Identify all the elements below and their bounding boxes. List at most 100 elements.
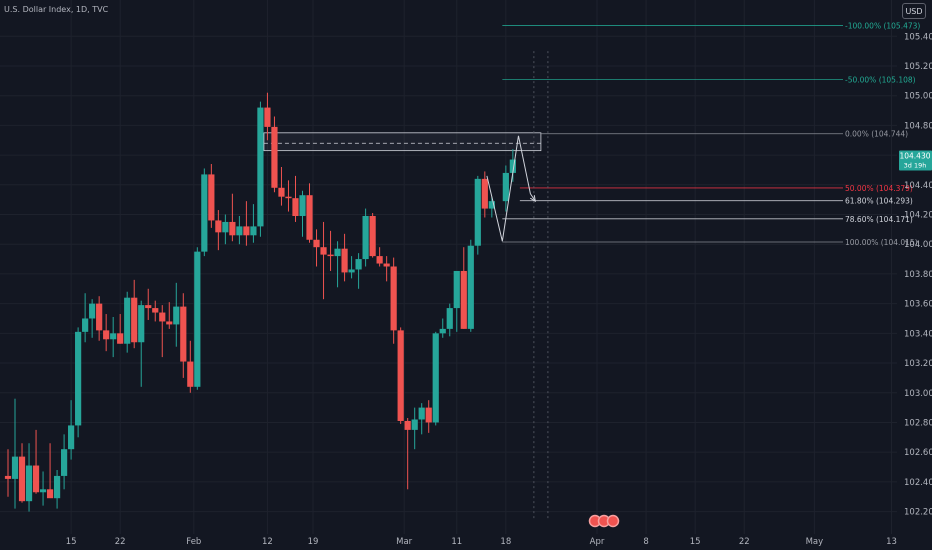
candle <box>173 282 180 347</box>
candle-body <box>355 259 362 270</box>
candle-body <box>201 174 208 252</box>
supply-zone <box>263 132 542 152</box>
candle <box>334 241 341 288</box>
candle <box>397 327 404 424</box>
candle-body <box>117 333 124 344</box>
candle <box>250 204 257 243</box>
candle-body <box>488 201 495 209</box>
candle <box>488 196 495 218</box>
candle-body <box>194 251 201 387</box>
candle <box>110 317 117 358</box>
candle <box>264 92 271 141</box>
x-tick-label: 13 <box>886 537 897 547</box>
candle <box>502 165 509 212</box>
candle <box>306 183 313 243</box>
candle <box>117 314 124 344</box>
candle-body <box>4 475 12 479</box>
candle-body <box>173 306 180 325</box>
x-tick-label: Apr <box>590 537 605 547</box>
candle-body <box>124 297 131 344</box>
candle-body <box>362 216 369 260</box>
drawings[interactable]: 0.00% (104.744) 50.00% (104.379) 61.80% (1… <box>486 21 920 528</box>
y-tick-label: 103.800 <box>904 270 932 280</box>
candle-body <box>467 245 474 329</box>
candle-body <box>306 195 313 240</box>
candle <box>327 230 334 271</box>
x-tick-label: 8 <box>643 537 648 547</box>
x-tick-label: May <box>806 537 824 547</box>
candle <box>53 469 61 509</box>
chart-title: U.S. Dollar Index, 1D, TVC <box>4 5 109 14</box>
fib-label: 0.00% (104.744) <box>845 130 908 139</box>
candle <box>446 303 453 337</box>
price-axis[interactable]: 102.200 102.400 102.600 102.800 103.000 103.2… <box>899 32 932 518</box>
candle-body <box>39 489 47 493</box>
candle <box>18 443 26 503</box>
x-tick-label: Feb <box>186 537 201 547</box>
candle-body <box>369 216 376 257</box>
candle-body <box>292 198 299 216</box>
candle <box>278 166 285 206</box>
candle <box>425 400 432 433</box>
candle <box>292 175 299 222</box>
candle-body <box>474 178 481 246</box>
candle <box>215 210 222 251</box>
candle <box>96 296 103 341</box>
candle-body <box>425 407 432 423</box>
y-tick-label: 102.400 <box>904 478 932 488</box>
candle <box>145 288 152 320</box>
candle <box>222 214 229 245</box>
x-tick-label: Mar <box>396 537 413 547</box>
candle-body <box>432 333 439 423</box>
candle-body <box>131 297 138 343</box>
candle-body <box>390 266 397 331</box>
price-tag-countdown: 3d 19h <box>904 162 927 170</box>
candle-body <box>460 270 467 329</box>
candle-body <box>96 303 103 331</box>
candle <box>474 175 481 255</box>
currency-button[interactable]: USD <box>902 3 926 19</box>
x-tick-label: 15 <box>66 537 77 547</box>
grid <box>0 0 897 534</box>
candle <box>453 270 460 332</box>
price-tag <box>899 150 932 171</box>
candle <box>383 256 390 282</box>
y-tick-label: 105.400 <box>904 32 932 42</box>
candle <box>124 291 131 353</box>
candle-body <box>208 174 215 221</box>
candle <box>509 149 516 182</box>
candle <box>131 279 138 349</box>
time-axis[interactable]: 15 22 Feb 12 19 Mar 11 18 Apr 8 15 22 May 13 <box>66 537 897 547</box>
candle-body <box>215 220 222 233</box>
candle <box>313 229 320 267</box>
y-tick-label: 102.800 <box>904 418 932 428</box>
candle <box>299 190 306 237</box>
candle-body <box>383 263 390 267</box>
candle <box>439 318 446 338</box>
projection-path <box>486 135 536 242</box>
y-tick-label: 102.600 <box>904 448 932 458</box>
candle <box>362 208 369 267</box>
fib-label: -50.00% (105.108) <box>845 76 916 85</box>
y-tick-label: 103.200 <box>904 359 932 369</box>
candle-body <box>404 420 411 430</box>
candle-body <box>285 196 292 199</box>
candle <box>320 221 327 300</box>
candle <box>271 116 278 193</box>
candle <box>467 239 474 332</box>
candle-body <box>243 226 250 236</box>
candle <box>152 300 159 322</box>
candle <box>341 233 348 282</box>
drawings-back <box>263 25 843 520</box>
candle-body <box>250 226 257 236</box>
candle-body <box>397 330 404 421</box>
candle-body <box>334 248 341 257</box>
candle-body <box>509 159 516 173</box>
y-tick-label: 103.400 <box>904 329 932 339</box>
candle <box>236 216 243 245</box>
candle-body <box>411 419 418 430</box>
candle-body <box>481 178 488 209</box>
candle-body <box>446 308 453 329</box>
candle-body <box>502 172 509 202</box>
